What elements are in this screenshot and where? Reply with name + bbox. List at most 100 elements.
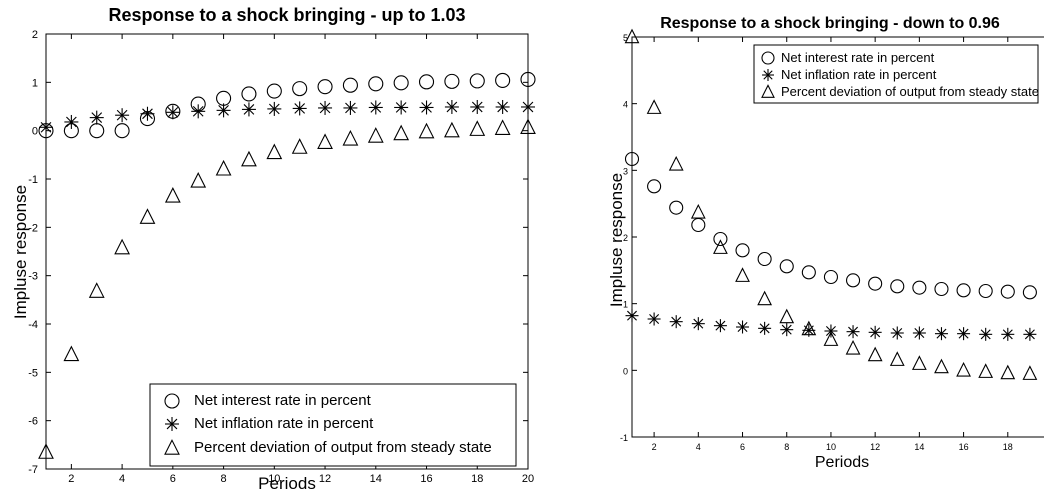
- chart-left-point-triangle: [215, 159, 232, 176]
- chart-left-ytick-label: -3: [28, 271, 38, 283]
- chart-left-legend-item-inflation: Net inflation rate in percent: [194, 415, 374, 432]
- chart-left-legend-marker-triangle: [164, 439, 180, 455]
- chart-left-legend-marker-circle: [164, 393, 180, 409]
- chart-right-point-circle: [713, 231, 728, 247]
- chart-right-xtick-label: 16: [959, 442, 969, 452]
- chart-right-point-triangle: [1022, 365, 1038, 380]
- chart-left-point-triangle: [342, 129, 359, 146]
- chart-left-legend: Net interest rate in percent Net inflati…: [149, 383, 517, 467]
- chart-left-point-star: [89, 110, 104, 125]
- chart-right-point-triangle: [668, 155, 684, 171]
- chart-right-point-star: [957, 327, 971, 341]
- chart-left-xtick-label: 16: [420, 473, 432, 485]
- chart-right-legend-symbols: [761, 51, 775, 98]
- chart-right-legend-marker-triangle: [761, 84, 775, 98]
- chart-left-xtick-label: 12: [319, 473, 331, 485]
- chart-right-point-circle: [912, 280, 927, 295]
- chart-left-legend-item-interest: Net interest rate in percent: [194, 392, 372, 409]
- chart-right-point-star: [934, 327, 948, 341]
- chart-right-point-star: [1001, 327, 1015, 341]
- chart-left-point-circle: [317, 79, 333, 95]
- chart-right-point-triangle: [934, 358, 949, 374]
- chart-left-legend-box: [149, 383, 517, 467]
- chart-left-xtick-label: 10: [268, 473, 280, 485]
- chart-left-point-triangle: [38, 443, 54, 459]
- chart-left-point-star: [495, 99, 510, 114]
- chart-left-point-star: [216, 103, 231, 118]
- chart-left-point-triangle: [164, 186, 181, 203]
- chart-right-xtick-label: 18: [1003, 442, 1013, 452]
- chart-right-point-triangle: [779, 308, 795, 324]
- chart-right: Response to a shock bringing - down to 0…: [607, 15, 1044, 471]
- chart-left-point-triangle: [444, 121, 460, 138]
- chart-left-point-triangle: [367, 127, 384, 143]
- chart-right-point-star: [979, 327, 993, 341]
- chart-right-ytick-label: 3: [623, 166, 628, 176]
- chart-right-point-circle: [956, 283, 971, 298]
- chart-right-ytick-label: 5: [623, 33, 628, 43]
- chart-left-point-star: [470, 99, 485, 114]
- chart-right-point-star: [647, 312, 661, 326]
- chart-right-ticks: 2468101214161820543210-1: [620, 33, 1013, 452]
- chart-right-point-triangle: [757, 290, 773, 306]
- chart-left-ytick-label: -2: [28, 222, 38, 234]
- chart-right-point-triangle: [978, 363, 994, 378]
- chart-left-point-star: [368, 100, 383, 115]
- chart-right-point-star: [713, 319, 727, 333]
- chart-left-ytick-label: 1: [32, 77, 38, 89]
- chart-right-point-circle: [978, 283, 993, 299]
- chart-right-point-star: [912, 326, 926, 340]
- chart-left-point-star: [444, 99, 459, 114]
- chart-right-point-triangle: [956, 361, 971, 377]
- chart-left-point-star: [115, 108, 130, 123]
- chart-left-point-triangle: [469, 120, 486, 136]
- chart-right-point-star: [780, 323, 794, 337]
- chart-left-point-triangle: [114, 238, 130, 255]
- chart-right-point-circle: [735, 243, 750, 258]
- chart-right-point-circle: [757, 251, 772, 267]
- chart-right-point-triangle: [845, 339, 861, 355]
- chart-right-point-circle: [1000, 284, 1015, 299]
- chart-left-points: [38, 71, 536, 459]
- chart-right-points: [624, 28, 1038, 380]
- chart-left-point-circle: [393, 75, 409, 91]
- chart-left-xtick-label: 20: [522, 473, 534, 485]
- chart-right-point-star: [846, 325, 860, 339]
- chart-left-point-triangle: [241, 150, 257, 167]
- chart-left-point-star: [343, 100, 358, 115]
- chart-left-xtick-label: 4: [119, 473, 125, 485]
- chart-left-point-star: [39, 120, 53, 135]
- chart-right-point-star: [758, 321, 772, 335]
- chart-right-ytick-label: 1: [623, 300, 628, 310]
- chart-left-point-star: [521, 99, 535, 114]
- chart-left-xtick-label: 8: [221, 473, 227, 485]
- chart-right-xtick-label: 12: [870, 442, 880, 452]
- chart-left-point-circle: [342, 77, 358, 93]
- chart-left-point-star: [394, 100, 409, 115]
- chart-right-point-triangle: [690, 203, 706, 219]
- chart-right-xtick-label: 14: [914, 442, 924, 452]
- chart-right-ytick-label: 2: [623, 233, 628, 243]
- chart-left-point-triangle: [139, 208, 156, 224]
- chart-right-point-circle: [779, 259, 794, 274]
- chart-left-point-circle: [241, 86, 257, 102]
- chart-left-ytick-label: -7: [28, 464, 38, 476]
- chart-left-xtick-label: 18: [471, 473, 483, 485]
- chart-left-ylabel: Impluse response: [11, 185, 30, 319]
- chart-right-title: Response to a shock bringing - down to 0…: [660, 15, 1000, 32]
- chart-right-point-triangle: [911, 355, 927, 370]
- chart-right-point-circle: [647, 179, 662, 194]
- chart-left-point-star: [318, 100, 333, 115]
- chart-right-point-triangle: [1000, 364, 1016, 380]
- chart-left-point-triangle: [266, 143, 283, 160]
- chart-left-point-circle: [368, 76, 384, 92]
- chart-left-point-star: [419, 100, 434, 115]
- chart-right-point-circle: [801, 265, 816, 280]
- chart-left-point-star: [64, 114, 79, 129]
- chart-right-point-circle: [890, 279, 905, 294]
- chart-right-ytick-label: 4: [623, 100, 628, 110]
- chart-left: Response to a shock bringing - up to 1.0…: [11, 5, 536, 491]
- chart-right-point-triangle: [889, 351, 905, 366]
- chart-left-legend-item-output: Percent deviation of output from steady …: [194, 439, 492, 456]
